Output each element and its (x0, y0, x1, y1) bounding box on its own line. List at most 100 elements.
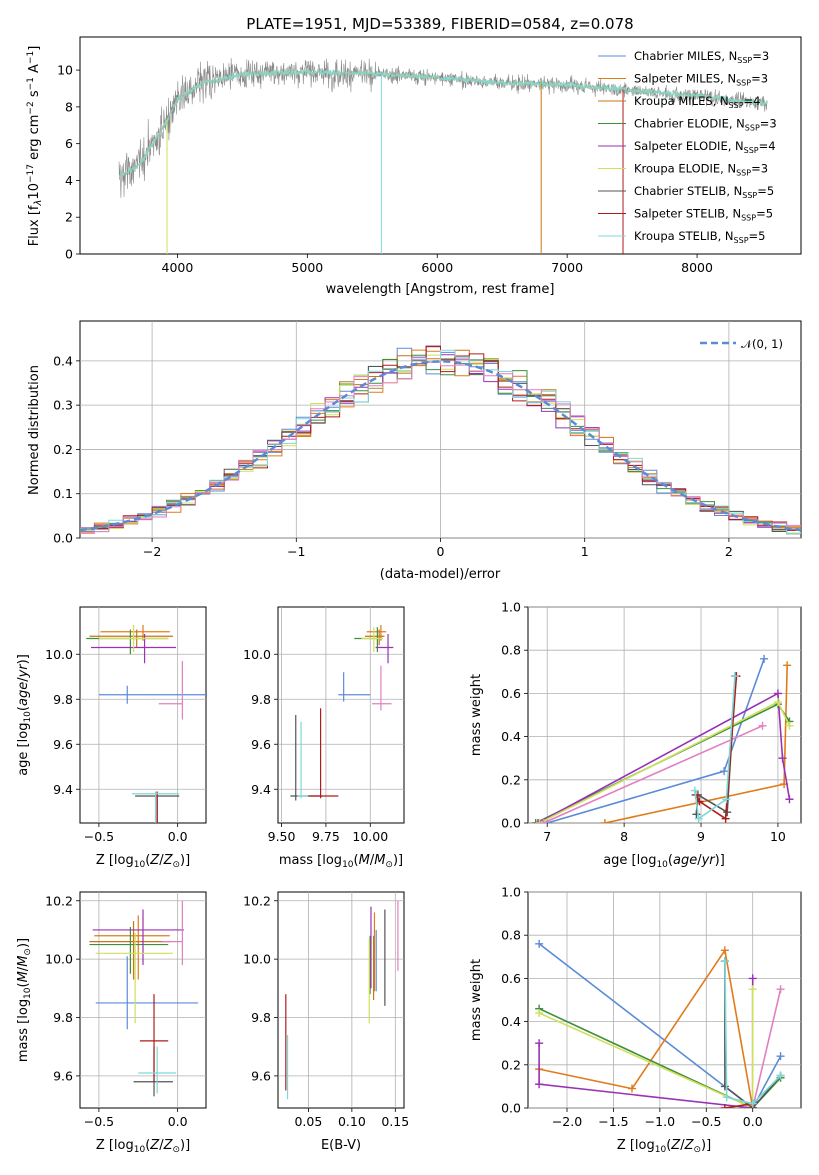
spectrum-xtick-label: 4000 (162, 260, 194, 275)
mass-weight-vs-Z-ytick-label: 0.6 (501, 971, 521, 986)
mass-weight-marker (748, 1099, 757, 1108)
mass-vs-ebv-xtick-label: 0.15 (381, 1114, 409, 1129)
residuals-ytick-label: 0.4 (53, 353, 73, 368)
mass-weight-vs-Z-ytick-label: 1.0 (501, 885, 521, 900)
mass-vs-Z-grid (80, 892, 206, 1108)
mass-weight-marker (694, 814, 703, 823)
mass-vs-Z-ytick-label: 10.0 (45, 952, 73, 967)
mass-weight-marker (535, 1008, 544, 1017)
mass-vs-ebv-panel: 0.05 0.10 0.15 9.6 9.8 10.0 10.2 E(B-V) (243, 891, 409, 1153)
mass-vs-ebv-xtick-label: 0.05 (294, 1114, 322, 1129)
mass-weight-marker (543, 819, 552, 823)
spectrum-legend-label: Chabrier STELIB, NSSP=5 (634, 184, 774, 200)
mass-vs-Z-ytick-label: 10.2 (45, 893, 73, 908)
mass-vs-Z-plot: −0.5 0.0 9.6 9.8 10.0 10.2 (45, 892, 206, 1129)
mass-weight-Z-ylabel: mass weight (469, 959, 484, 1041)
age-vs-mass-grid (278, 607, 404, 823)
mass-vs-ebv-xtick-label: 0.10 (338, 1114, 366, 1129)
mass-vs-ebv-grid (278, 892, 404, 1108)
mass-weight-vs-age-xtick-label: 8 (620, 829, 628, 844)
mass-weight-Z-panel: −2.0 −1.5 −1.0 −0.5 0.0 0.0 0.2 0.4 0.6 0.8 1.0 Z … (469, 885, 802, 1155)
spectrum-xtick-label: 8000 (681, 260, 713, 275)
mass-vs-Z-ytick-label: 9.8 (53, 1010, 73, 1025)
age-vs-mass-ytick-label: 9.4 (251, 782, 271, 797)
mass-weight-age-axes (527, 606, 802, 824)
mass-weight-marker (539, 819, 548, 823)
mass-vs-ebv-axes (277, 891, 405, 1109)
mass-weight-vs-age-xtick-label: 9 (697, 829, 705, 844)
spectrum-xtick-label: 5000 (291, 260, 323, 275)
age-vs-Z-plot: −0.5 0.0 9.4 9.6 9.8 10.0 (45, 607, 206, 844)
residuals-xtick-label: −2 (143, 544, 161, 559)
gaussian-curve (80, 360, 801, 532)
age-vs-mass-xtick-label: 10.00 (352, 829, 388, 844)
residuals-ytick-label: 0.0 (53, 531, 73, 546)
spectrum-legend-label: Chabrier MILES, NSSP=3 (634, 49, 769, 65)
mass-weight-vs-Z-ytick-label: 0.4 (501, 1014, 521, 1029)
mass-weight-marker (785, 795, 794, 804)
mass-weight-age-panel: 7 8 9 10 0.0 0.2 0.4 0.6 0.8 1.0 age [log10(age/y… (469, 600, 802, 870)
residuals-xtick-label: 1 (581, 544, 589, 559)
mass-weight-vs-Z-xtick-label: −0.5 (691, 1114, 721, 1129)
mass-weight-marker (773, 689, 782, 698)
mass-weight-vs-age-ytick-label: 0.6 (501, 686, 521, 701)
mass-weight-vs-Z-ytick-label: 0.2 (501, 1057, 521, 1072)
age-vs-Z-ytick-label: 9.6 (53, 737, 73, 752)
age-vs-mass-xlabel: mass [log10(M/M⊙)] (279, 853, 403, 870)
mass-weight-marker (748, 974, 757, 983)
spectrum-ylabel: Flux [fλ10−17 erg cm−2 s−1 A−1] (26, 46, 44, 247)
mass-weight-marker (776, 985, 785, 994)
age-vs-mass-ytick-label: 9.6 (251, 737, 271, 752)
age-vs-mass-ytick-label: 9.8 (251, 692, 271, 707)
age-vs-mass-plot: 9.50 9.75 10.00 9.4 9.6 9.8 10.0 (243, 607, 404, 844)
mass-vs-ebv-marks (285, 900, 399, 1100)
residual-xlabel: (data-model)/error (380, 567, 501, 582)
mass-weight-marker (690, 786, 699, 795)
mass-vs-Z-xtick-label: −0.5 (84, 1114, 114, 1129)
mass-vs-Z-ytick-label: 9.6 (53, 1068, 73, 1083)
mass-weight-vs-age-grid (528, 606, 801, 824)
mass-vs-Z-ylabel: mass [log10(M/M⊙)] (16, 938, 33, 1062)
mass-vs-ebv-ytick-label: 9.6 (251, 1068, 271, 1083)
mass-weight-marker (773, 698, 782, 707)
mass-vs-Z-panel: −0.5 0.0 9.6 9.8 10.0 10.2 Z [log10(Z/Z⊙)] ma… (16, 891, 207, 1155)
spectrum-legend: Chabrier MILES, NSSP=3 Salpeter MILES, NS… (598, 49, 777, 245)
spectrum-legend-label: Salpeter MILES, NSSP=3 (634, 72, 768, 88)
age-vs-Z-xtick-label: −0.5 (84, 829, 114, 844)
mass-weight-marker (600, 819, 609, 823)
residual-plot: −2 −1 0 1 2 0.0 0.1 0.2 0.3 0.4 𝒩(0, 1) (53, 321, 801, 559)
age-vs-Z-grid (80, 607, 206, 823)
mass-vs-Z-marks (89, 900, 199, 1097)
mass-weight-vs-age-xtick-label: 10 (770, 829, 786, 844)
residuals-ytick-label: 0.1 (53, 486, 73, 501)
mass-weight-marker (730, 672, 739, 681)
mass-weight-marker (776, 1071, 785, 1080)
mass-weight-marker (535, 1039, 544, 1048)
residual-histogram (80, 354, 801, 531)
spectrum-ytick-label: 4 (65, 173, 73, 188)
mass-weight-vs-Z-ytick-label: 0.0 (501, 1101, 521, 1116)
mass-weight-marker (535, 939, 544, 948)
mass-weight-marker (776, 1052, 785, 1061)
mass-weight-vs-Z-ytick-label: 0.8 (501, 928, 521, 943)
mass-vs-ebv-ytick-label: 10.2 (243, 893, 271, 908)
spectrum-ytick-label: 2 (65, 210, 73, 225)
mass-weight-vs-age-ytick-label: 1.0 (501, 600, 521, 615)
residuals-ytick-label: 0.3 (53, 398, 73, 413)
mass-weight-marker (760, 654, 769, 663)
spectrum-legend-label: Salpeter ELODIE, NSSP=4 (634, 139, 776, 155)
mass-weight-vs-age-ytick-label: 0.0 (501, 816, 521, 831)
mass-weight-line (724, 961, 782, 1108)
mass-weight-marker (535, 819, 544, 823)
age-vs-Z-marks (86, 625, 206, 823)
mass-weight-vs-Z-marks (535, 939, 785, 1108)
residuals-xtick-label: 0 (437, 544, 445, 559)
age-vs-Z-ylabel: age [log10(age/yr)] (16, 654, 33, 776)
age-vs-mass-xtick-label: 9.75 (312, 829, 340, 844)
mass-weight-vs-age-xtick-label: 7 (543, 829, 551, 844)
age-vs-Z-axes (79, 606, 207, 824)
mass-vs-ebv-ytick-label: 9.8 (251, 1010, 271, 1025)
spectrum-legend-label: Salpeter STELIB, NSSP=5 (634, 207, 773, 223)
mass-weight-marker (692, 810, 701, 819)
